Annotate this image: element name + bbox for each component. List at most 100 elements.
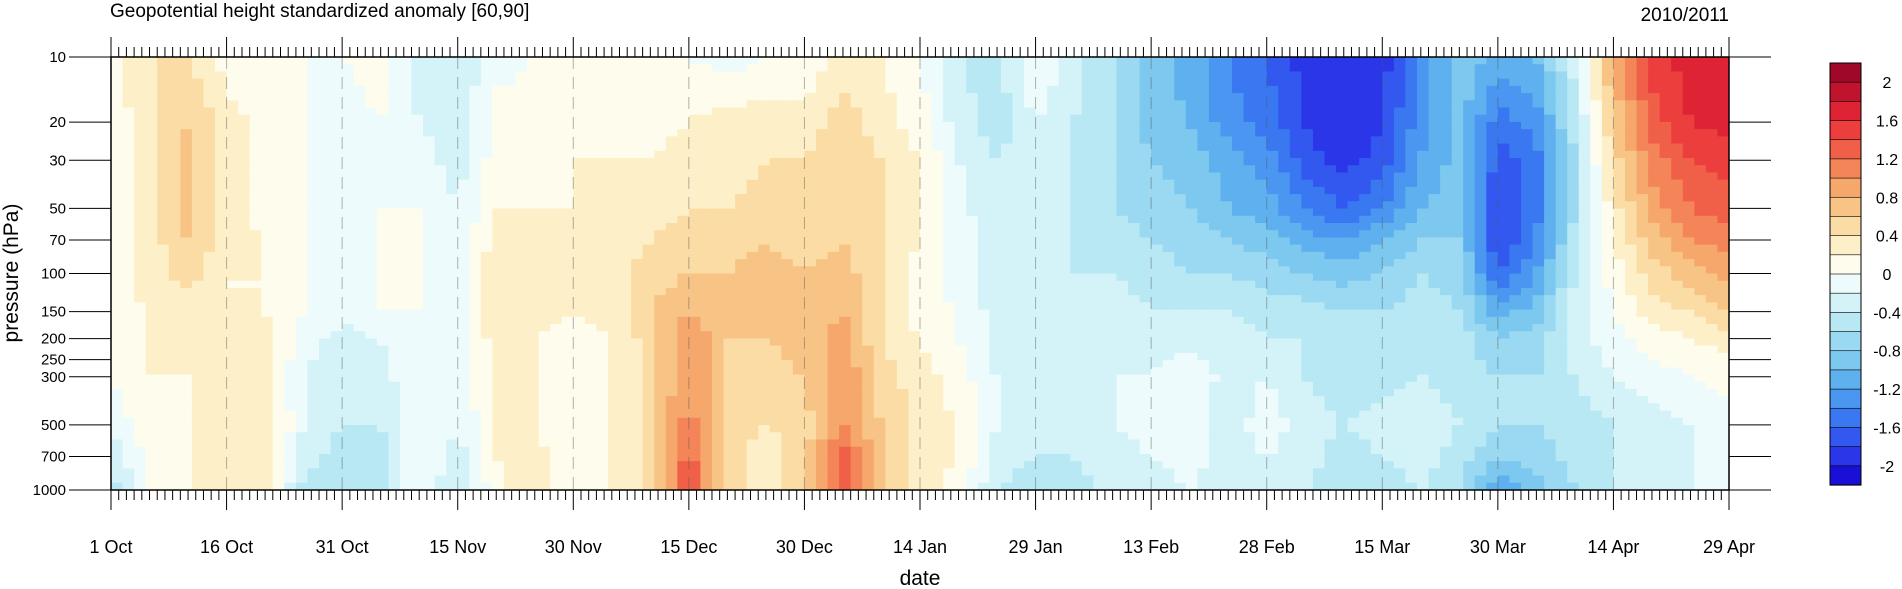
heatmap-cell — [1035, 100, 1048, 109]
heatmap-cell — [1255, 287, 1268, 296]
heatmap-cell — [1705, 121, 1719, 130]
heatmap-cell — [191, 121, 205, 130]
heatmap-cell — [1382, 100, 1395, 109]
heatmap-cell — [1312, 259, 1326, 267]
heatmap-cell — [515, 71, 528, 80]
heatmap-cell — [665, 194, 678, 202]
heatmap-cell — [723, 230, 736, 239]
heatmap-cell — [1613, 114, 1626, 123]
heatmap-cell — [1382, 273, 1395, 282]
heatmap-cell — [1139, 158, 1152, 166]
heatmap-cell — [1312, 237, 1326, 246]
heatmap-cell — [827, 215, 840, 224]
heatmap-cell — [827, 186, 840, 195]
heatmap-cell — [1451, 295, 1464, 303]
heatmap-cell — [1509, 85, 1522, 94]
heatmap-cell — [989, 57, 1002, 65]
heatmap-cell — [446, 251, 459, 260]
heatmap-cell — [1070, 100, 1083, 109]
heatmap-cell — [700, 121, 713, 130]
heatmap-cell — [272, 259, 285, 267]
heatmap-cell — [989, 121, 1002, 130]
heatmap-cell — [1047, 309, 1060, 318]
heatmap-cell — [376, 287, 389, 296]
heatmap-cell — [1347, 273, 1360, 282]
heatmap-cell — [503, 57, 517, 65]
heatmap-cell — [1139, 165, 1152, 174]
heatmap-cell — [538, 273, 551, 282]
heatmap-cell — [920, 136, 933, 145]
heatmap-cell — [989, 93, 1002, 101]
heatmap-cell — [180, 222, 193, 231]
heatmap-cell — [1347, 172, 1360, 181]
heatmap-cell — [1428, 295, 1441, 303]
heatmap-cell — [168, 172, 181, 181]
heatmap-cell — [1671, 244, 1684, 253]
heatmap-cell — [1278, 165, 1291, 174]
heatmap-cell — [677, 93, 690, 101]
heatmap-cell — [665, 244, 678, 253]
heatmap-cell — [700, 179, 713, 188]
heatmap-cell — [573, 287, 586, 296]
heatmap-cell — [480, 100, 493, 109]
heatmap-cell — [145, 215, 158, 224]
heatmap-cell — [342, 208, 355, 217]
heatmap-cell — [700, 230, 713, 239]
heatmap-cell — [1278, 100, 1291, 109]
heatmap-cell — [966, 165, 979, 174]
heatmap-cell — [1416, 201, 1430, 210]
heatmap-cell — [203, 150, 216, 159]
heatmap-cell — [550, 85, 563, 94]
heatmap-cell — [1024, 172, 1037, 181]
heatmap-cell — [1185, 107, 1198, 116]
heatmap-cell — [492, 64, 505, 73]
heatmap-cell — [295, 201, 309, 210]
heatmap-cell — [1659, 93, 1672, 101]
heatmap-cell — [1451, 179, 1464, 188]
heatmap-cell — [966, 121, 979, 130]
heatmap-cell — [550, 194, 563, 202]
heatmap-cell — [503, 287, 517, 296]
heatmap-cell — [1648, 172, 1661, 181]
heatmap-cell — [1509, 222, 1522, 231]
heatmap-cell — [1717, 57, 1729, 65]
heatmap-cell — [1047, 194, 1060, 202]
heatmap-cell — [1359, 64, 1372, 73]
heatmap-cell — [1509, 136, 1522, 145]
heatmap-cell — [134, 215, 147, 224]
heatmap-cell — [1266, 136, 1279, 145]
heatmap-cell — [1532, 71, 1545, 80]
heatmap-cell — [573, 244, 586, 253]
heatmap-cell — [1624, 222, 1638, 231]
heatmap-cell — [215, 85, 228, 94]
heatmap-cell — [908, 107, 921, 116]
heatmap-cell — [238, 150, 251, 159]
heatmap-cell — [1093, 64, 1106, 73]
heatmap-cell — [1451, 287, 1464, 296]
heatmap-cell — [1555, 201, 1568, 210]
heatmap-cell — [399, 215, 413, 224]
heatmap-cell — [469, 222, 482, 231]
heatmap-cell — [180, 287, 193, 296]
heatmap-cell — [769, 309, 782, 318]
heatmap-cell — [1486, 251, 1499, 260]
heatmap-cell — [434, 237, 447, 246]
heatmap-cell — [122, 129, 135, 137]
heatmap-cell — [527, 201, 540, 210]
heatmap-cell — [342, 186, 355, 195]
heatmap-cell — [1370, 295, 1383, 303]
heatmap-cell — [1220, 302, 1233, 311]
heatmap-cell — [1232, 251, 1245, 260]
heatmap-cell — [1104, 179, 1118, 188]
heatmap-cell — [677, 143, 690, 152]
heatmap-cell — [850, 158, 863, 166]
heatmap-cell — [619, 259, 632, 267]
heatmap-cell — [1405, 295, 1418, 303]
heatmap-cell — [1497, 172, 1511, 181]
heatmap-cell — [584, 201, 597, 210]
heatmap-cell — [1532, 230, 1545, 239]
heatmap-cell — [1416, 78, 1430, 87]
heatmap-cell — [122, 302, 135, 311]
heatmap-cell — [1266, 259, 1279, 267]
heatmap-cell — [145, 121, 158, 130]
